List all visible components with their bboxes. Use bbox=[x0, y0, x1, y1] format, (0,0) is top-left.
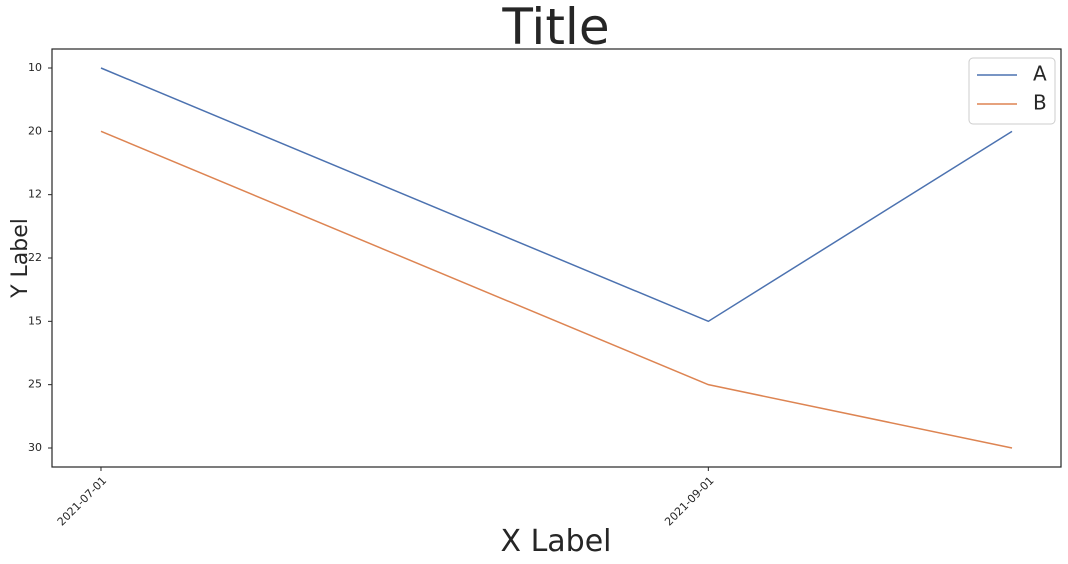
y-tick-label: 10 bbox=[28, 61, 42, 74]
line bbox=[100, 130, 1013, 449]
legend-label: A bbox=[1033, 62, 1047, 86]
y-tick-label: 12 bbox=[28, 188, 42, 201]
x-axis-label: X Label bbox=[500, 524, 611, 559]
line bbox=[100, 67, 1013, 323]
x-tick-label: 2021-07-01 bbox=[55, 474, 109, 528]
y-tick-label: 20 bbox=[28, 124, 42, 137]
y-tick-label: 25 bbox=[28, 378, 42, 391]
y-axis-label: Y Label bbox=[8, 218, 33, 299]
y-tick-label: 15 bbox=[28, 314, 42, 327]
y-tick-label: 30 bbox=[28, 441, 42, 454]
chart-title: Title bbox=[501, 0, 609, 56]
legend-label: B bbox=[1033, 91, 1047, 115]
x-tick-label: 2021-09-01 bbox=[662, 474, 716, 528]
y-tick-label: 22 bbox=[28, 251, 42, 264]
